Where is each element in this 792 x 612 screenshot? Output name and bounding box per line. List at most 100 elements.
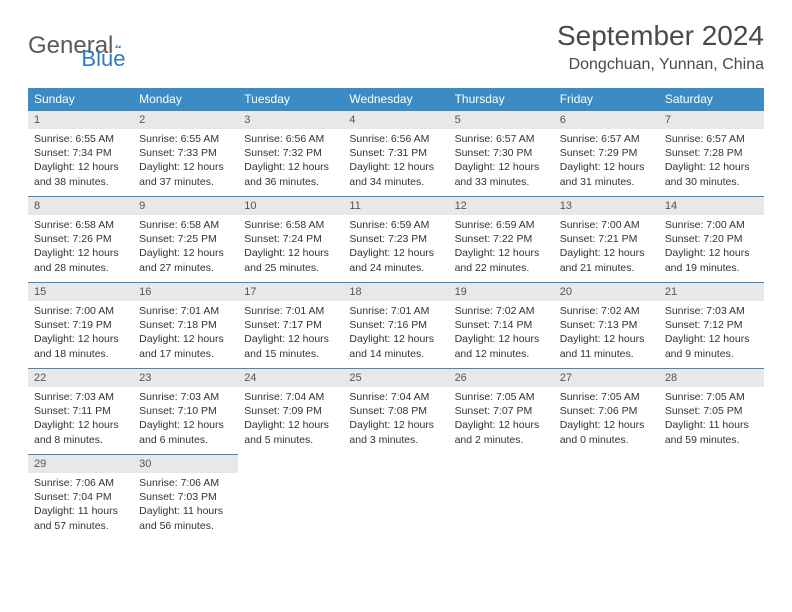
daylight-line: Daylight: 11 hours and 57 minutes. <box>34 505 118 531</box>
day-body: Sunrise: 7:00 AM Sunset: 7:21 PM Daylight:… <box>554 215 659 278</box>
sunset-line: Sunset: 7:20 PM <box>665 233 743 245</box>
day-number: 8 <box>28 197 133 215</box>
day-body: Sunrise: 7:04 AMSunset: 7:09 PMDaylight:… <box>238 387 343 450</box>
table-row: 29Sunrise: 7:06 AMSunset: 7:04 PMDayligh… <box>28 455 764 541</box>
day-cell: 15Sunrise: 7:00 AMSunset: 7:19 PMDayligh… <box>28 283 133 369</box>
day-body: Sunrise: 6:58 AMSunset: 7:25 PMDaylight:… <box>133 215 238 278</box>
day-number: 14 <box>659 197 764 215</box>
table-row: 8Sunrise: 6:58 AMSunset: 7:26 PMDaylight… <box>28 197 764 283</box>
sunset-line: Sunset: 7:11 PM <box>34 405 111 417</box>
day-cell: 27Sunrise: 7:05 AMSunset: 7:06 PMDayligh… <box>554 369 659 455</box>
day-body: Sunrise: 7:00 AMSunset: 7:19 PMDaylight:… <box>28 301 133 364</box>
day-number: 16 <box>133 283 238 301</box>
daylight-line: Daylight: 12 hours and 33 minutes. <box>455 161 540 187</box>
page-title: September 2024 <box>557 20 764 52</box>
sunset-line: Sunset: 7:17 PM <box>244 319 322 331</box>
sunrise-line: Sunrise: 7:02 AM <box>455 305 535 317</box>
daylight-line: Daylight: 12 hours and 0 minutes. <box>560 419 645 445</box>
daylight-line: Daylight: 12 hours and 6 minutes. <box>139 419 224 445</box>
sunrise-line: Sunrise: 7:03 AM <box>665 305 745 317</box>
day-number: 3 <box>238 111 343 129</box>
day-cell: 6Sunrise: 6:57 AMSunset: 7:29 PMDaylight… <box>554 111 659 197</box>
sunrise-line: Sunrise: 6:56 AM <box>244 133 324 145</box>
daylight-line: Daylight: 12 hours and 18 minutes. <box>34 333 119 359</box>
sunrise-line: Sunrise: 7:00 AM <box>34 305 114 317</box>
daylight-line: Daylight: 12 hours and 14 minutes. <box>349 333 434 359</box>
day-cell: 19Sunrise: 7:02 AMSunset: 7:14 PMDayligh… <box>449 283 554 369</box>
day-number: 25 <box>343 369 448 387</box>
day-cell: 7Sunrise: 6:57 AMSunset: 7:28 PMDaylight… <box>659 111 764 197</box>
header: General Blue September 2024 Dongchuan, Y… <box>28 20 764 74</box>
day-body: Sunrise: 7:03 AM Sunset: 7:11 PM Daylight:… <box>28 387 133 450</box>
day-body: Sunrise: 7:06 AMSunset: 7:03 PMDaylight:… <box>133 473 238 536</box>
day-number: 24 <box>238 369 343 387</box>
sunset-line: Sunset: 7:09 PM <box>244 405 322 417</box>
day-body: Sunrise: 7:06 AMSunset: 7:04 PMDaylight:… <box>28 473 133 536</box>
day-number: 13 <box>554 197 659 215</box>
day-number: 12 <box>449 197 554 215</box>
day-number: 29 <box>28 455 133 473</box>
sunrise-line: Sunrise: 7:00 AM <box>560 219 640 231</box>
day-number: 19 <box>449 283 554 301</box>
day-body: Sunrise: 6:58 AMSunset: 7:24 PMDaylight:… <box>238 215 343 278</box>
day-body: Sunrise: 7:04 AMSunset: 7:08 PMDaylight:… <box>343 387 448 450</box>
day-body: Sunrise: 6:56 AMSunset: 7:31 PMDaylight:… <box>343 129 448 192</box>
day-cell <box>238 455 343 541</box>
day-body: Sunrise: 6:58 AMSunset: 7:26 PMDaylight:… <box>28 215 133 278</box>
sunrise-line: Sunrise: 7:02 AM <box>560 305 640 317</box>
sunset-line: Sunset: 7:21 PM <box>560 233 638 245</box>
sunrise-line: Sunrise: 6:58 AM <box>139 219 219 231</box>
day-number: 2 <box>133 111 238 129</box>
day-body: Sunrise: 7:00 AMSunset: 7:20 PMDaylight:… <box>659 215 764 278</box>
day-number: 23 <box>133 369 238 387</box>
daylight-line: Daylight: 11 hours and 56 minutes. <box>139 505 223 531</box>
day-number: 7 <box>659 111 764 129</box>
day-number: 17 <box>238 283 343 301</box>
sunset-line: Sunset: 7:06 PM <box>560 405 638 417</box>
day-number: 9 <box>133 197 238 215</box>
day-number: 6 <box>554 111 659 129</box>
calendar-table: SundayMondayTuesdayWednesdayThursdayFrid… <box>28 88 764 541</box>
day-number: 4 <box>343 111 448 129</box>
sunrise-line: Sunrise: 7:05 AM <box>455 391 535 403</box>
col-header: Sunday <box>28 88 133 111</box>
sunrise-line: Sunrise: 6:57 AM <box>560 133 640 145</box>
day-body: Sunrise: 6:59 AMSunset: 7:23 PMDaylight:… <box>343 215 448 278</box>
sunrise-line: Sunrise: 6:57 AM <box>455 133 535 145</box>
day-cell: 9Sunrise: 6:58 AMSunset: 7:25 PMDaylight… <box>133 197 238 283</box>
sunset-line: Sunset: 7:12 PM <box>665 319 743 331</box>
day-cell: 11Sunrise: 6:59 AMSunset: 7:23 PMDayligh… <box>343 197 448 283</box>
day-body: Sunrise: 6:57 AMSunset: 7:29 PMDaylight:… <box>554 129 659 192</box>
daylight-line: Daylight: 12 hours and 11 minutes. <box>560 333 645 359</box>
sunset-line: Sunset: 7:23 PM <box>349 233 427 245</box>
sunrise-line: Sunrise: 6:55 AM <box>34 133 114 145</box>
day-body: Sunrise: 7:05 AMSunset: 7:07 PMDaylight:… <box>449 387 554 450</box>
daylight-line: Daylight: 12 hours and 37 minutes. <box>139 161 224 187</box>
col-header: Monday <box>133 88 238 111</box>
day-body: Sunrise: 7:03 AMSunset: 7:12 PMDaylight:… <box>659 301 764 364</box>
day-cell: 29Sunrise: 7:06 AMSunset: 7:04 PMDayligh… <box>28 455 133 541</box>
day-cell: 25Sunrise: 7:04 AMSunset: 7:08 PMDayligh… <box>343 369 448 455</box>
daylight-line: Daylight: 12 hours and 19 minutes. <box>665 247 750 273</box>
daylight-line: Daylight: 12 hours and 27 minutes. <box>139 247 224 273</box>
day-cell <box>659 455 764 541</box>
day-cell: 10Sunrise: 6:58 AMSunset: 7:24 PMDayligh… <box>238 197 343 283</box>
calendar-header-row: SundayMondayTuesdayWednesdayThursdayFrid… <box>28 88 764 111</box>
sunrise-line: Sunrise: 7:03 AM <box>34 391 114 403</box>
daylight-line: Daylight: 12 hours and 8 minutes. <box>34 419 119 445</box>
day-cell: 1Sunrise: 6:55 AMSunset: 7:34 PMDaylight… <box>28 111 133 197</box>
col-header: Wednesday <box>343 88 448 111</box>
daylight-line: Daylight: 12 hours and 21 minutes. <box>560 247 645 273</box>
sunrise-line: Sunrise: 7:01 AM <box>244 305 324 317</box>
sunset-line: Sunset: 7:14 PM <box>455 319 533 331</box>
day-cell: 2Sunrise: 6:55 AMSunset: 7:33 PMDaylight… <box>133 111 238 197</box>
sunset-line: Sunset: 7:28 PM <box>665 147 743 159</box>
daylight-line: Daylight: 12 hours and 28 minutes. <box>34 247 119 273</box>
sunrise-line: Sunrise: 7:03 AM <box>139 391 219 403</box>
day-cell: 20Sunrise: 7:02 AMSunset: 7:13 PMDayligh… <box>554 283 659 369</box>
day-cell: 4Sunrise: 6:56 AMSunset: 7:31 PMDaylight… <box>343 111 448 197</box>
sunrise-line: Sunrise: 7:05 AM <box>665 391 745 403</box>
col-header: Friday <box>554 88 659 111</box>
daylight-line: Daylight: 12 hours and 30 minutes. <box>665 161 750 187</box>
day-number: 28 <box>659 369 764 387</box>
